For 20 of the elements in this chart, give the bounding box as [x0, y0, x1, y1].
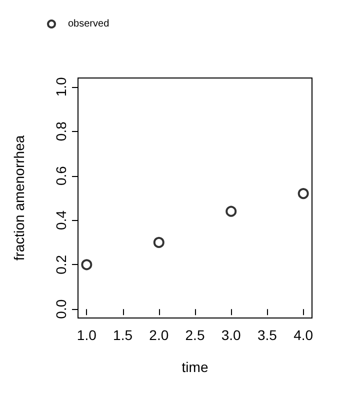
y-tick-label: 0.8: [53, 121, 69, 142]
y-tick-label: 0.0: [53, 299, 69, 319]
x-tick-label: 1.5: [113, 327, 133, 343]
y-axis-title: fraction amenorrhea: [11, 135, 27, 261]
x-axis-title: time: [182, 359, 208, 375]
x-tick-label: 4.0: [294, 327, 314, 343]
y-tick-label: 0.2: [53, 254, 69, 274]
x-tick-label: 3.0: [221, 327, 242, 343]
point: [298, 188, 309, 200]
x-tick-label: 2.5: [185, 327, 205, 343]
point: [81, 259, 92, 270]
x-tick-label: 2.0: [149, 327, 169, 343]
x-tick-label: 3.5: [257, 327, 278, 343]
x-tick-label: 1.0: [76, 327, 97, 343]
point: [226, 206, 237, 217]
legend-label: observed: [68, 18, 110, 30]
y-tick-label: 0.4: [53, 210, 69, 230]
y-tick-label: 0.6: [53, 166, 69, 186]
point: [153, 236, 164, 248]
y-tick-label: 1.0: [53, 76, 69, 97]
